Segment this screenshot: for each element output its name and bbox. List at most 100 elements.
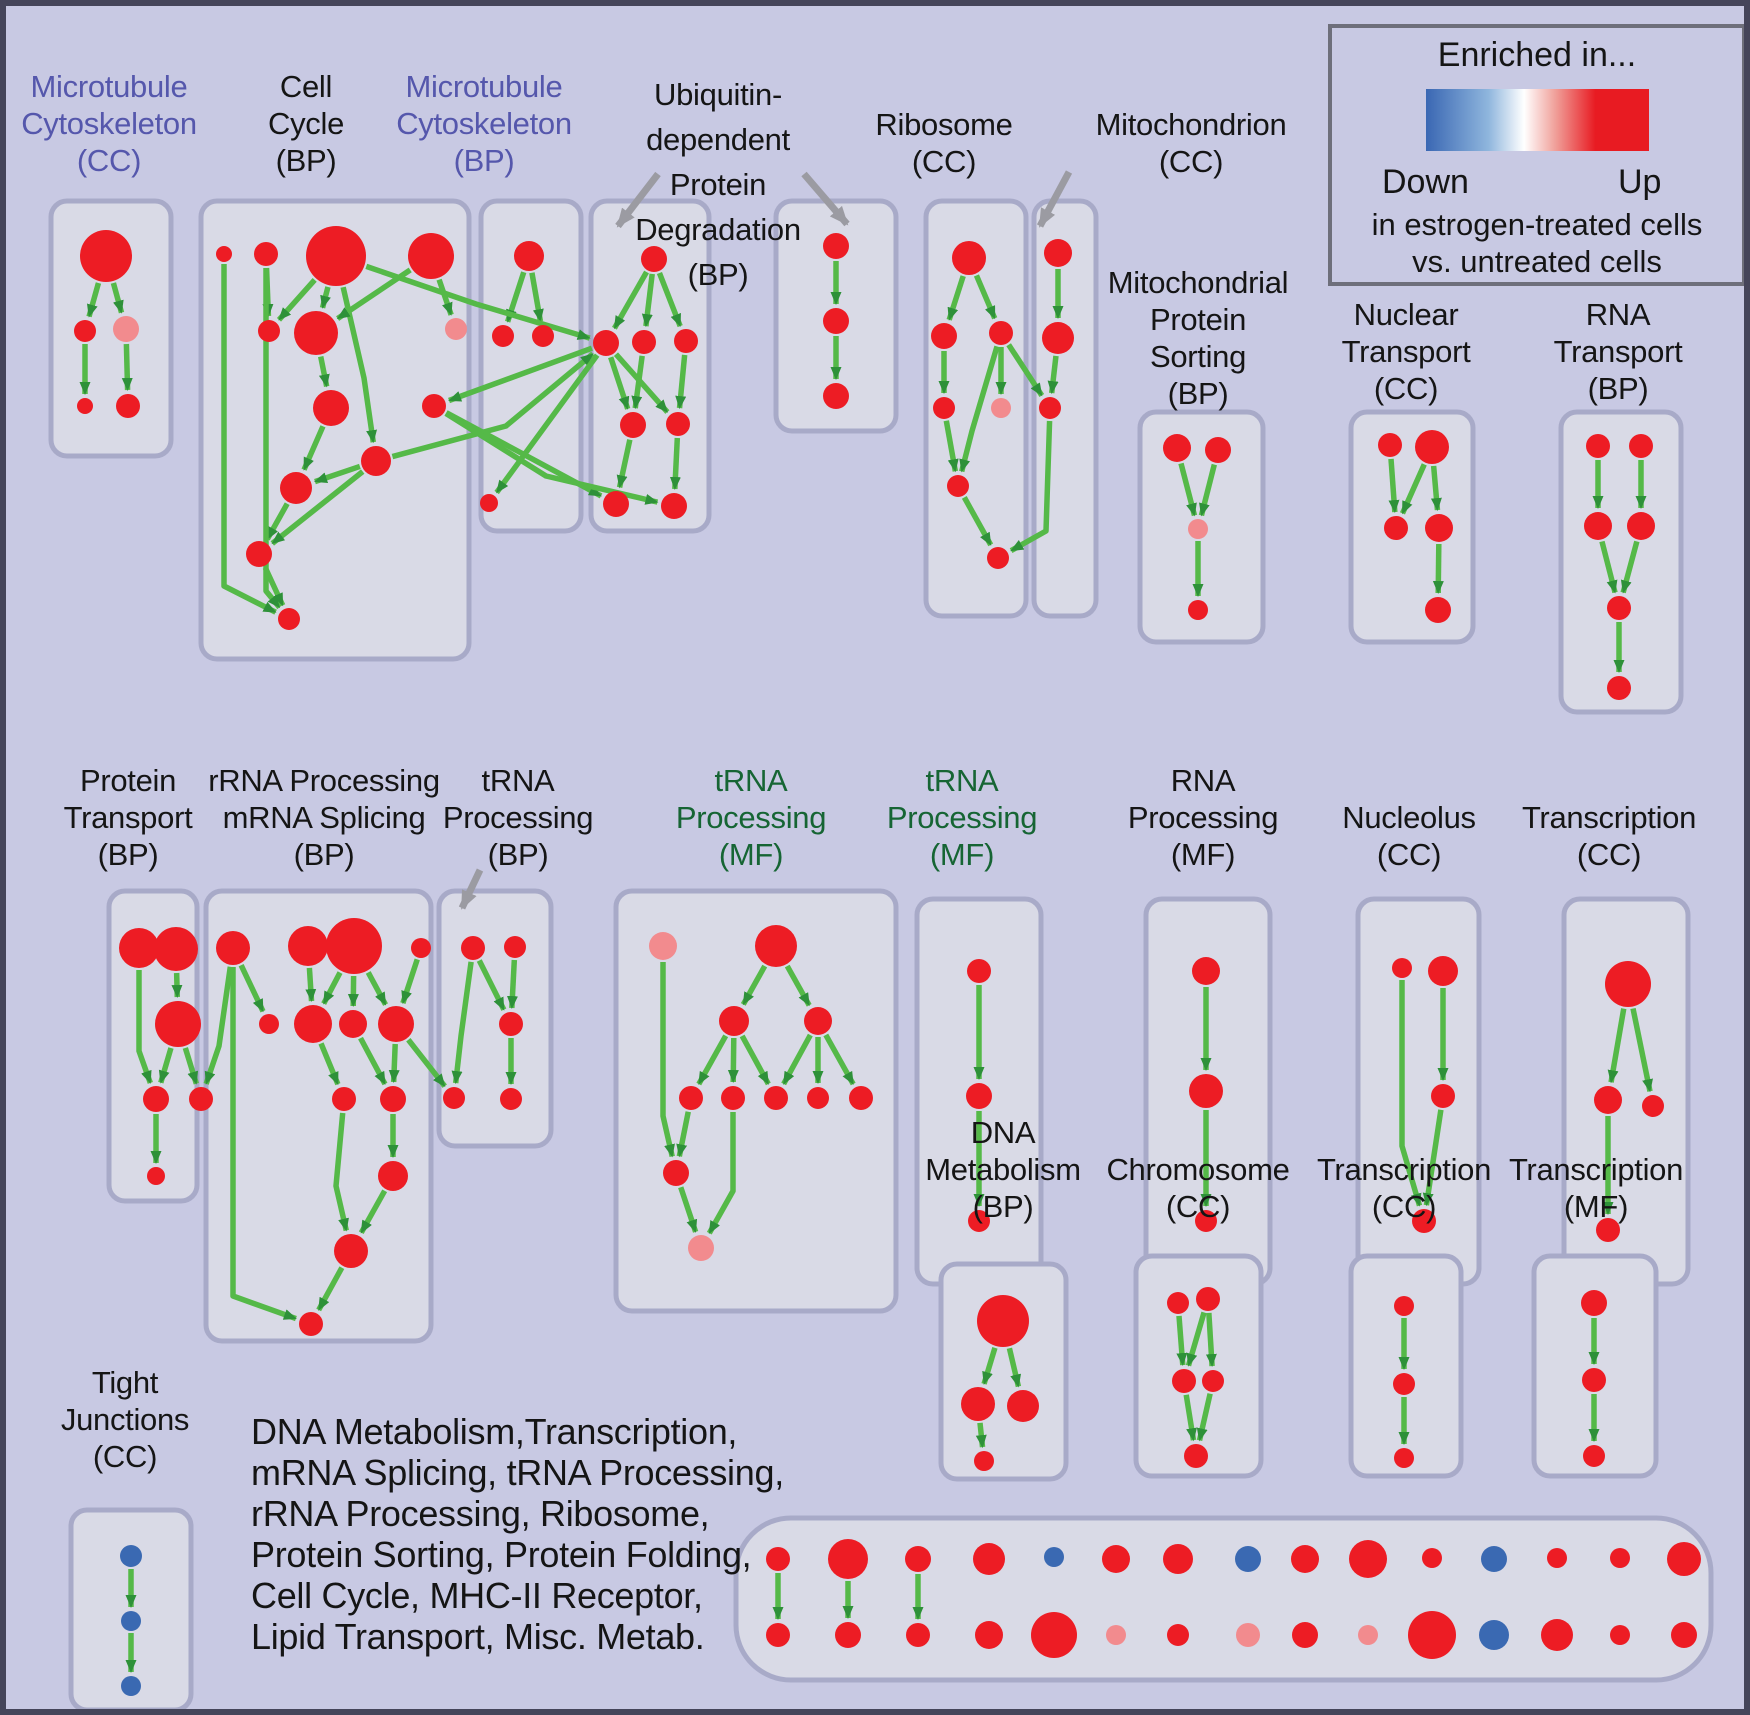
node-mixed-panel-14 xyxy=(1235,1546,1261,1572)
legend: Enriched in... Down Up in estrogen-treat… xyxy=(1328,24,1744,286)
edge-trna-bp xyxy=(451,961,474,1085)
node-cell-cycle-5 xyxy=(294,311,338,355)
node-mitochondrion-1 xyxy=(1042,322,1074,354)
edge-cell-cycle xyxy=(263,268,282,610)
node-nucleolus-1 xyxy=(1428,956,1458,986)
edge-trna-mf-a xyxy=(784,964,812,1007)
node-trna-mf-a-0 xyxy=(649,932,677,960)
node-cell-cycle-8 xyxy=(422,394,446,418)
edge-protein-transport xyxy=(171,972,183,999)
edge-cell-cycle xyxy=(221,264,277,615)
annotation-arrow-2 xyxy=(1036,170,1073,228)
edge-nucleolus xyxy=(1399,980,1423,1207)
node-mixed-panel-0 xyxy=(766,1547,790,1571)
node-trna-mf-a-2 xyxy=(719,1006,749,1036)
node-mito-sorting-0 xyxy=(1163,434,1191,462)
edge-ubiquitin-1 xyxy=(669,437,681,491)
node-mixed-panel-28 xyxy=(1667,1542,1701,1576)
edge-ribosome xyxy=(961,496,994,547)
node-mixed-panel-6 xyxy=(973,1543,1005,1575)
legend-title: Enriched in... xyxy=(1437,36,1637,74)
node-microtubule-cc-0 xyxy=(80,230,132,282)
layer-annotations xyxy=(458,170,1073,910)
node-trna-bp-2 xyxy=(499,1012,523,1036)
node-rna-transport-1 xyxy=(1629,434,1653,458)
edge-dna-metabolism xyxy=(981,1347,998,1385)
node-trna-mf-a-10 xyxy=(688,1235,714,1261)
edge-rrna-mrna xyxy=(238,963,266,1013)
edge-ubiquitin-1 xyxy=(613,352,670,414)
node-mito-sorting-3 xyxy=(1188,600,1208,620)
node-mixed-panel-29 xyxy=(1671,1622,1697,1648)
node-cell-cycle-6 xyxy=(445,318,467,340)
node-ribosome-2 xyxy=(989,321,1013,345)
cluster-box-nuclear-transport xyxy=(1348,409,1476,645)
cross-edge-3 xyxy=(494,353,600,495)
node-nuclear-transport-4 xyxy=(1425,597,1451,623)
node-rrna-mrna-12 xyxy=(299,1312,323,1336)
node-mitochondrion-2 xyxy=(1039,397,1061,419)
edge-ubiquitin-1 xyxy=(612,270,649,330)
edge-rrna-mrna xyxy=(318,1042,341,1086)
cluster-box-mitochondrion xyxy=(1031,198,1099,619)
node-mixed-panel-10 xyxy=(1102,1545,1130,1573)
edge-cell-cycle xyxy=(270,469,365,546)
node-rna-transport-4 xyxy=(1607,596,1631,620)
node-ubiquitin-2-2 xyxy=(823,383,849,409)
edge-trna-mf-a xyxy=(660,962,675,1158)
edge-rrna-mrna xyxy=(321,971,343,1005)
layer-nodes xyxy=(74,226,1701,1696)
edge-trna-bp xyxy=(506,959,518,1010)
node-microtubule-bp-3 xyxy=(480,494,498,512)
edge-trna-mf-a xyxy=(823,1033,856,1086)
cluster-box-rna-transport xyxy=(1558,409,1684,715)
edge-trna-mf-a xyxy=(696,1034,729,1086)
node-chromosome-3 xyxy=(1202,1370,1224,1392)
edge-rrna-mrna xyxy=(358,1189,388,1235)
node-transcription-cc-1-1 xyxy=(1594,1086,1622,1114)
node-rna-transport-0 xyxy=(1586,434,1610,458)
node-mixed-panel-13 xyxy=(1167,1624,1189,1646)
edge-microtubule-cc xyxy=(86,282,102,318)
legend-caption-line2: vs. untreated cells xyxy=(1412,244,1662,279)
annotation-arrow-0 xyxy=(615,171,661,229)
edge-protein-transport xyxy=(158,1047,174,1084)
node-rrna-mrna-6 xyxy=(339,1010,367,1038)
edge-ubiquitin-1 xyxy=(641,273,655,328)
node-transcription-cc-1-3 xyxy=(1596,1218,1620,1242)
edge-ubiquitin-1 xyxy=(675,354,688,410)
edge-ubiquitin-1 xyxy=(656,271,683,328)
edge-ribosome xyxy=(943,420,959,473)
legend-gradient-bar xyxy=(1426,89,1649,151)
node-protein-transport-2 xyxy=(155,1001,201,1047)
cross-edge-0 xyxy=(365,263,591,341)
node-mixed-panel-24 xyxy=(1547,1548,1567,1568)
edge-chromosome xyxy=(1176,1315,1188,1367)
edge-transcription-cc-1 xyxy=(1607,1008,1627,1084)
edge-rrna-mrna xyxy=(365,971,388,1006)
node-ribosome-3 xyxy=(933,397,955,419)
node-transcription-cc-2-1 xyxy=(1393,1373,1415,1395)
node-ribosome-5 xyxy=(947,475,969,497)
node-transcription-cc-2-0 xyxy=(1394,1296,1414,1316)
node-cell-cycle-1 xyxy=(254,242,278,266)
legend-up-label: Up xyxy=(1618,163,1662,201)
edge-trna-mf-a xyxy=(740,964,768,1006)
edge-trna-mf-a xyxy=(781,1033,813,1086)
legend-caption-line1: in estrogen-treated cells xyxy=(1371,207,1703,242)
node-microtubule-cc-4 xyxy=(116,394,140,418)
edge-nucleolus xyxy=(1422,1109,1444,1207)
node-mito-sorting-2 xyxy=(1188,519,1208,539)
node-rna-transport-5 xyxy=(1607,676,1631,700)
node-chromosome-4 xyxy=(1184,1444,1208,1468)
node-cell-cycle-0 xyxy=(216,246,232,262)
edge-ribosome xyxy=(959,345,1000,473)
node-protein-transport-0 xyxy=(119,928,159,968)
node-mixed-panel-17 xyxy=(1292,1622,1318,1648)
node-rrna-mrna-11 xyxy=(334,1234,368,1268)
edge-rrna-mrna xyxy=(388,1043,400,1084)
edge-nuclear-transport xyxy=(1430,465,1442,512)
node-trna-bp-0 xyxy=(461,936,485,960)
node-mixed-panel-23 xyxy=(1479,1620,1509,1650)
